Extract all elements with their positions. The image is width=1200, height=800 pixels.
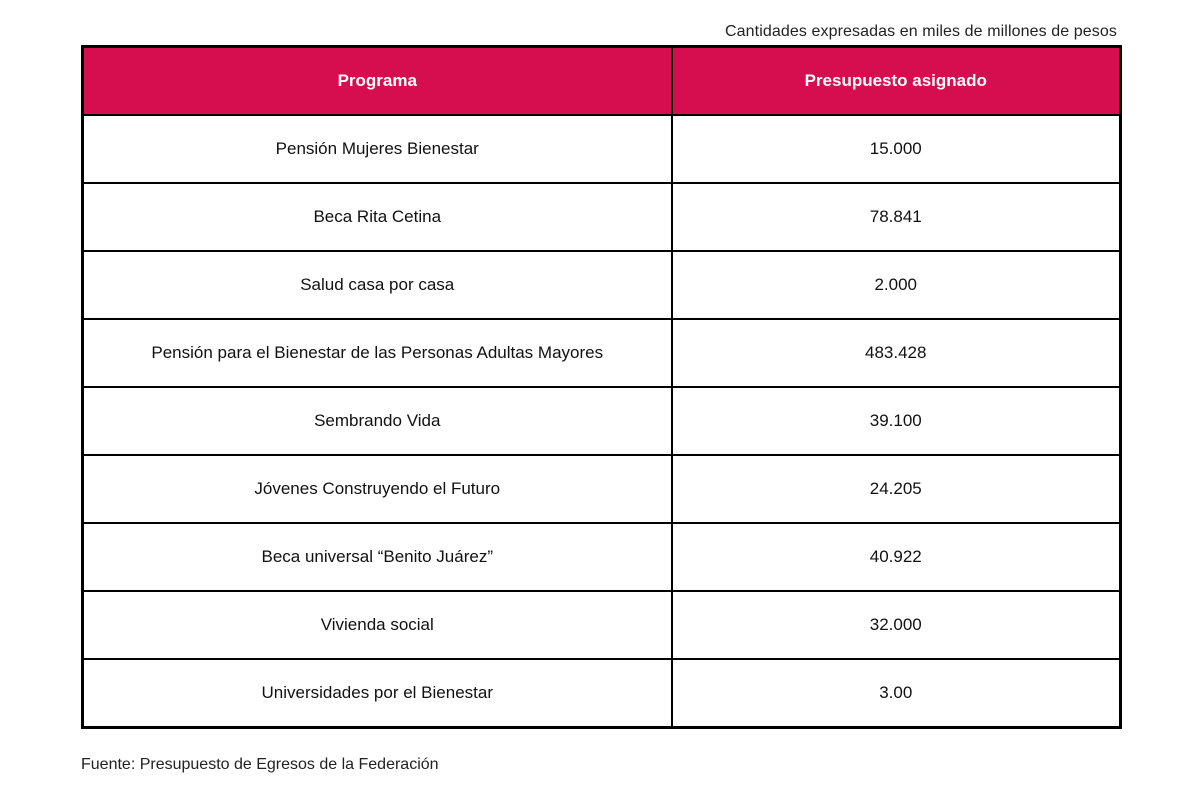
- program-name-cell: Sembrando Vida: [81, 386, 673, 456]
- budget-value-cell: 24.205: [670, 454, 1122, 524]
- program-name-cell: Universidades por el Bienestar: [81, 658, 673, 729]
- program-name-cell: Vivienda social: [81, 590, 673, 660]
- table-row: Sembrando Vida 39.100: [81, 386, 1122, 456]
- budget-value-cell: 3.00: [670, 658, 1122, 729]
- program-name-cell: Pensión Mujeres Bienestar: [81, 114, 673, 184]
- program-name-cell: Jóvenes Construyendo el Futuro: [81, 454, 673, 524]
- table-row: Beca universal “Benito Juárez” 40.922: [81, 522, 1122, 592]
- table-row: Pensión para el Bienestar de las Persona…: [81, 318, 1122, 388]
- program-name-cell: Pensión para el Bienestar de las Persona…: [81, 318, 673, 388]
- budget-value-cell: 78.841: [670, 182, 1122, 252]
- table-row: Salud casa por casa 2.000: [81, 250, 1122, 320]
- budget-value-cell: 40.922: [670, 522, 1122, 592]
- header-presupuesto: Presupuesto asignado: [670, 45, 1122, 116]
- table-row: Jóvenes Construyendo el Futuro 24.205: [81, 454, 1122, 524]
- budget-value-cell: 39.100: [670, 386, 1122, 456]
- units-note: Cantidades expresadas en miles de millon…: [725, 23, 1117, 40]
- program-name-cell: Salud casa por casa: [81, 250, 673, 320]
- table-row: Pensión Mujeres Bienestar 15.000: [81, 114, 1122, 184]
- budget-value-cell: 32.000: [670, 590, 1122, 660]
- program-name-cell: Beca Rita Cetina: [81, 182, 673, 252]
- table-row: Beca Rita Cetina 78.841: [81, 182, 1122, 252]
- table-row: Universidades por el Bienestar 3.00: [81, 658, 1122, 729]
- table-row: Vivienda social 32.000: [81, 590, 1122, 660]
- budget-value-cell: 2.000: [670, 250, 1122, 320]
- program-name-cell: Beca universal “Benito Juárez”: [81, 522, 673, 592]
- header-programa: Programa: [81, 45, 673, 116]
- table-header-row: Programa Presupuesto asignado: [81, 45, 1122, 116]
- source-note: Fuente: Presupuesto de Egresos de la Fed…: [81, 756, 439, 773]
- budget-value-cell: 15.000: [670, 114, 1122, 184]
- budget-table: Programa Presupuesto asignado Pensión Mu…: [81, 45, 1122, 729]
- budget-value-cell: 483.428: [670, 318, 1122, 388]
